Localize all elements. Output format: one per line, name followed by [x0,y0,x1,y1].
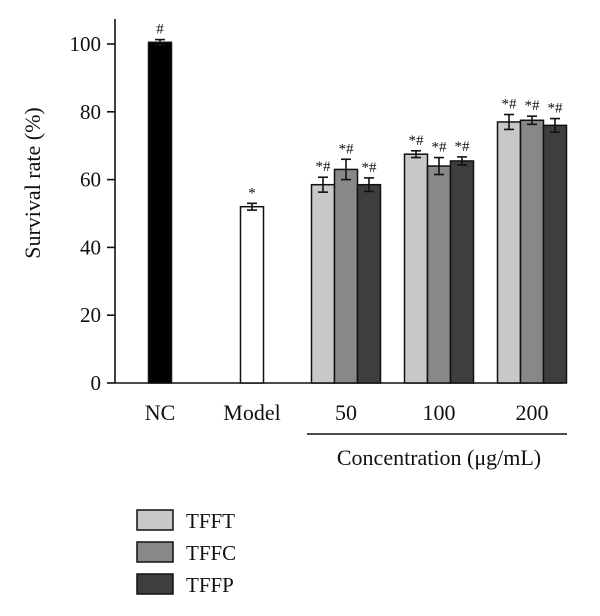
legend-swatch-tffc [136,541,174,563]
bar-tffp-50-significance-label: *# [362,160,378,176]
y-tick-label-100: 100 [70,32,102,56]
bar-tffp-100-bar [449,160,475,384]
bar-tfft-100-significance-label: *# [409,133,425,149]
x-tick-labels: NC Model 50 100 200 [145,400,549,425]
bar-tffp-200-bar [542,124,568,384]
bar-tfft-200-bar [496,121,522,384]
bar-tffc-100-bar [426,165,452,384]
y-axis: 0 20 40 60 80 100 [70,19,563,395]
legend-label-tffp: TFFP [186,573,234,597]
bar-tffc-200-significance-label: *# [525,98,541,114]
bar-tffc-100-significance-label: *# [432,140,448,156]
bar-model-bar [239,205,265,384]
bar-tfft-50-bar [310,183,336,384]
legend-label-tffc: TFFC [186,541,236,565]
x-label-model: Model [223,400,280,425]
x-label-100: 100 [423,400,456,425]
bar-tfft-50-significance-label: *# [316,159,332,175]
bar-tffc-200-bar [519,119,545,384]
bars: # * *# *# *# *# *# *# *# *# *# [147,22,568,384]
bar-model-significance-label: * [248,185,256,201]
x-label-nc: NC [145,400,176,425]
bar-tffp-50-bar [356,183,382,384]
bar-tffc-50-bar [333,168,359,384]
concentration-axis-title: Concentration (μg/mL) [337,445,541,470]
legend-label-tfft: TFFT [186,509,235,533]
bar-tffp-100-significance-label: *# [455,139,471,155]
y-tick-label-60: 60 [80,168,101,192]
y-tick-label-80: 80 [80,100,101,124]
bar-nc-bar [147,41,173,384]
y-tick-label-20: 20 [80,303,101,327]
legend: TFFT TFFC TFFP [136,509,236,597]
x-label-200: 200 [516,400,549,425]
bar-tfft-200-significance-label: *# [502,97,518,113]
y-tick-label-40: 40 [80,235,101,259]
bar-tfft-100-bar [403,153,429,384]
legend-swatch-tfft [136,509,174,531]
bar-tffc-50-significance-label: *# [339,141,355,157]
bar-nc-significance-label: # [156,22,164,38]
x-label-50: 50 [335,400,357,425]
y-axis-title: Survival rate (%) [20,107,45,259]
bar-tffp-200-significance-label: *# [548,101,564,117]
y-tick-label-0: 0 [91,371,102,395]
legend-swatch-tffp [136,573,174,595]
